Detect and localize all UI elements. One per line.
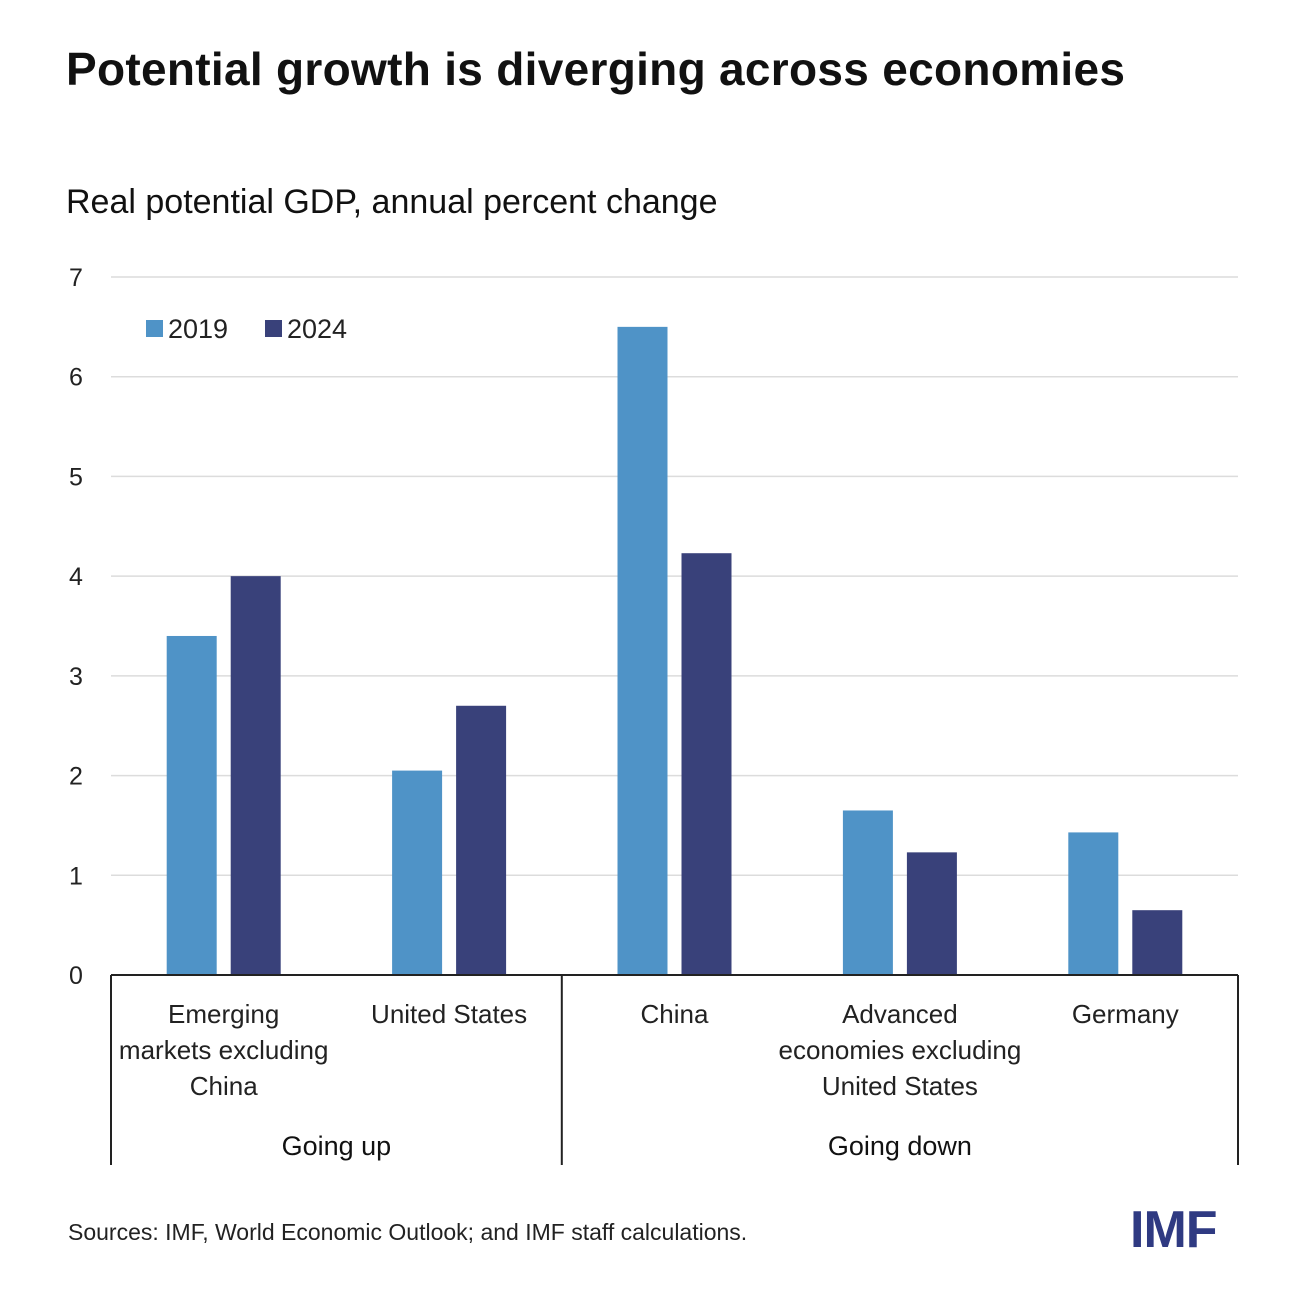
legend-label-2019: 2019 (168, 314, 228, 344)
category-labels: Emerging markets excluding China United Sta… (119, 999, 1179, 1161)
bar-2024-2 (681, 553, 732, 975)
y-axis-ticks: 0 1 2 3 4 5 6 7 (69, 264, 83, 990)
y-tick-label: 1 (69, 862, 83, 890)
bar-2024-1 (456, 705, 507, 975)
category-label: United States (371, 999, 527, 1029)
bar-2019-3 (842, 810, 893, 975)
y-tick-label: 2 (69, 763, 83, 791)
bar-2019-1 (392, 770, 443, 975)
category-label: Germany (1072, 999, 1179, 1029)
legend-swatch-2024 (265, 320, 282, 337)
gridlines (111, 276, 1238, 877)
category-label: Emerging markets excluding China (119, 999, 329, 1101)
legend: 2019 2024 (146, 314, 347, 344)
bar-2019-0 (166, 635, 217, 975)
imf-logo: IMF (1130, 1201, 1218, 1259)
group-label: Going down (828, 1131, 972, 1161)
bar-chart: 0 1 2 3 4 5 6 7 Emerging markets excluding China U… (69, 264, 1239, 1165)
y-tick-label: 7 (69, 264, 83, 292)
axes (110, 974, 1239, 1165)
category-label: China (641, 999, 709, 1029)
category-label: Advanced economies excluding United States (778, 999, 1021, 1101)
y-tick-label: 4 (69, 563, 83, 591)
y-tick-label: 0 (69, 962, 83, 990)
bar-2019-2 (617, 326, 668, 975)
y-tick-label: 3 (69, 663, 83, 691)
group-label: Going up (282, 1131, 392, 1161)
chart-subtitle: Real potential GDP, annual percent chang… (66, 183, 718, 221)
bar-2024-0 (230, 576, 281, 975)
bar-2019-4 (1068, 832, 1119, 975)
y-tick-label: 5 (69, 463, 83, 491)
legend-swatch-2019 (146, 320, 163, 337)
bars (166, 326, 1183, 975)
source-note: Sources: IMF, World Economic Outlook; an… (68, 1219, 748, 1245)
chart-title: Potential growth is diverging across eco… (66, 43, 1126, 95)
bar-2024-4 (1132, 910, 1183, 975)
y-tick-label: 6 (69, 364, 83, 392)
legend-label-2024: 2024 (287, 314, 347, 344)
bar-2024-3 (906, 852, 957, 975)
